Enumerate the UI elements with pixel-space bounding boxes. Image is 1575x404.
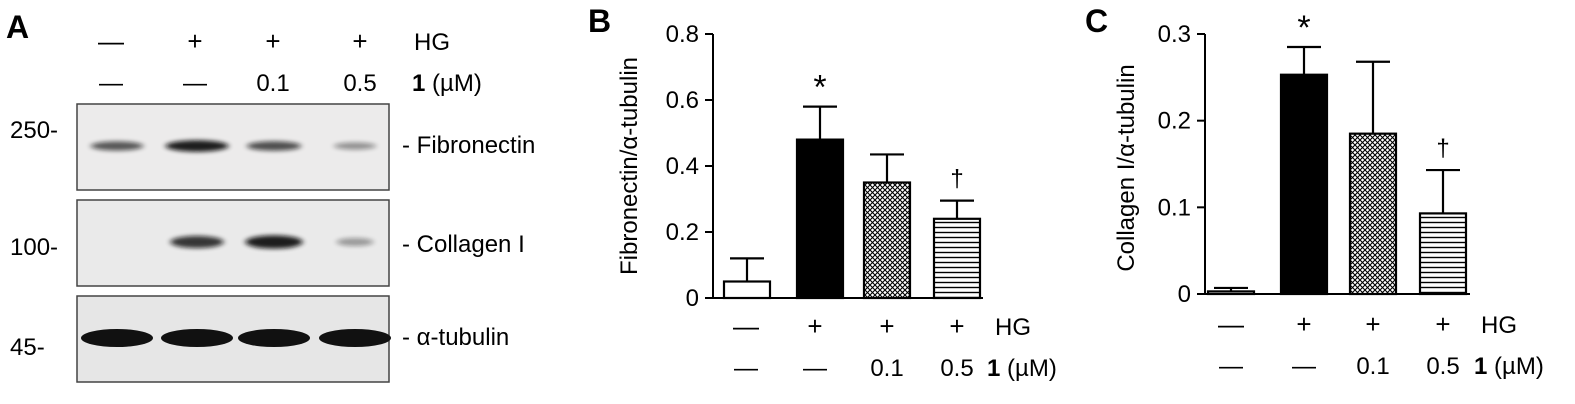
- chart-b-y-tick-label-2: 0.4: [666, 153, 699, 180]
- tubulin-band-lane-2: [161, 329, 233, 347]
- panel-a-hg-lane-1: —: [98, 26, 124, 56]
- panel-a-letter: A: [6, 9, 29, 45]
- panel-a-dose-lane-4: 0.5: [343, 70, 376, 97]
- chart-b-y-tick-label-4: 0.8: [666, 21, 699, 48]
- panel-c-compound: 1: [1474, 353, 1487, 380]
- chart-c-bar-4: [1418, 212, 1468, 296]
- panel-a-compound: 1: [412, 70, 425, 97]
- panel-a-dose-lane-3: 0.1: [256, 70, 289, 97]
- panel-c-y-axis-label: Collagen I/α-tubulin: [1113, 64, 1140, 271]
- panel-b-dose-row: — — 0.1 0.5 1 (µM): [734, 355, 1057, 382]
- panel-b-letter: B: [588, 3, 611, 39]
- panel-b-dose-lane-4: 0.5: [940, 355, 973, 382]
- chart-b-bar-3: [862, 181, 912, 300]
- chart-c-annotation-2: *: [1297, 9, 1310, 47]
- blot-collagen: [76, 199, 390, 287]
- panel-a-dose-row: — — 0.1 0.5 1 (µM): [99, 70, 482, 97]
- panel-b-dose-label: 1 (µM): [987, 355, 1057, 382]
- panel-c-dose-lane-3: 0.1: [1356, 353, 1389, 380]
- panel-c-hg-lane-3: +: [1365, 309, 1380, 339]
- collagen-band-lane-3: [245, 235, 303, 249]
- tubulin-band-lane-1: [81, 329, 153, 347]
- panel-b: B Fibronectin/α-tubulin 00.20.40.60.8*† …: [588, 3, 1057, 382]
- panel-a-hg-lane-2: +: [187, 26, 202, 56]
- marker-100: 100-: [10, 234, 58, 261]
- panel-b-hg-lane-2: +: [807, 311, 822, 341]
- panel-a-hg-row: — + + + HG: [98, 26, 450, 56]
- chart-c-bar-3: [1348, 132, 1398, 296]
- tubulin-band-lane-4: [319, 329, 391, 347]
- blot-label-tubulin: - α-tubulin: [402, 324, 509, 351]
- chart-c-y-tick-label-1: 0.1: [1158, 194, 1191, 221]
- collagen-band-lane-4: [336, 237, 374, 247]
- panel-c: C Collagen I/α-tubulin 0 0.1 0.2 0.3 * † — + …: [1085, 3, 1544, 380]
- panel-b-hg-lane-4: +: [949, 311, 964, 341]
- panel-b-hg-label: HG: [995, 314, 1031, 341]
- panel-a-hg-lane-3: +: [265, 26, 280, 56]
- panel-a-hg-label: HG: [414, 29, 450, 56]
- panel-c-hg-lane-4: +: [1435, 309, 1450, 339]
- chart-c-y-tick-label-2: 0.2: [1158, 108, 1191, 135]
- blot-tubulin-bands: [81, 329, 391, 347]
- panel-a-hg-lane-4: +: [352, 26, 367, 56]
- panel-b-hg-lane-1: —: [733, 311, 759, 341]
- chart-c-bar-1: [1206, 290, 1256, 296]
- panel-a-dose-label: 1 (µM): [412, 70, 482, 97]
- chart-c-y-tick-label-3: 0.3: [1158, 21, 1191, 48]
- panel-a: A — + + + HG — — 0.1 0.5 1 (µM) 250-: [6, 9, 535, 383]
- panel-c-dose-label: 1 (µM): [1474, 353, 1544, 380]
- panel-a-dose-lane-2: —: [183, 70, 207, 97]
- chart-b-plot: 0 0.2 0.4 0.6 0.8 * †: [666, 21, 983, 312]
- chart-b-y-tick-label-3: 0.6: [666, 87, 699, 114]
- panel-b-hg-row: — + + + HG: [733, 311, 1031, 341]
- panel-c-hg-lane-2: +: [1296, 309, 1311, 339]
- panel-c-dose-lane-1: —: [1219, 353, 1243, 380]
- fibronectin-band-lane-4: [333, 142, 377, 150]
- panel-b-dose-unit: (µM): [1000, 355, 1056, 382]
- chart-b-y-tick-label-1: 0.2: [666, 219, 699, 246]
- chart-b-y-tick-label-0: 0: [686, 285, 699, 312]
- chart-c-bar-2: [1279, 73, 1329, 296]
- panel-c-dose-lane-4: 0.5: [1426, 353, 1459, 380]
- panel-b-dose-lane-2: —: [803, 355, 827, 382]
- blot-fibronectin-bands: [90, 140, 377, 152]
- blot-fibronectin: [76, 103, 390, 191]
- chart-b-annotation-4: †: [950, 166, 963, 193]
- blot-collagen-frame: [76, 199, 390, 287]
- chart-b-bar-4: [932, 217, 982, 300]
- panel-b-compound: 1: [987, 355, 1000, 382]
- panel-c-hg-row: — + + + HG: [1218, 309, 1517, 339]
- panel-c-dose-lane-2: —: [1292, 353, 1316, 380]
- panel-b-hg-lane-3: +: [879, 311, 894, 341]
- panel-b-y-axis-label: Fibronectin/α-tubulin: [616, 57, 643, 275]
- fibronectin-band-lane-3: [246, 141, 302, 151]
- collagen-band-lane-2: [170, 235, 224, 249]
- chart-c-annotation-4: †: [1436, 135, 1449, 162]
- panel-c-letter: C: [1085, 3, 1108, 39]
- chart-b-bar-2: [795, 138, 845, 300]
- panel-c-hg-lane-1: —: [1218, 309, 1244, 339]
- marker-250: 250-: [10, 117, 58, 144]
- chart-c-plot: 0 0.1 0.2 0.3 * †: [1158, 9, 1470, 308]
- fibronectin-band-lane-2: [165, 140, 229, 152]
- panel-b-dose-lane-1: —: [734, 355, 758, 382]
- blot-collagen-bands: [170, 235, 374, 249]
- chart-b-bar-1: [722, 280, 772, 300]
- panel-c-dose-unit: (µM): [1487, 353, 1543, 380]
- chart-b-annotation-2: *: [813, 69, 826, 107]
- tubulin-band-lane-3: [238, 329, 310, 347]
- panel-b-dose-lane-3: 0.1: [870, 355, 903, 382]
- panel-c-dose-row: — — 0.1 0.5 1 (µM): [1219, 353, 1544, 380]
- blot-label-collagen: - Collagen I: [402, 231, 525, 258]
- panel-a-dose-lane-1: —: [99, 70, 123, 97]
- panel-a-dose-unit: (µM): [425, 70, 481, 97]
- chart-c-y-tick-label-0: 0: [1178, 281, 1191, 308]
- fibronectin-band-lane-1: [90, 141, 144, 151]
- blot-label-fibronectin: - Fibronectin: [402, 132, 535, 159]
- blot-tubulin: [76, 295, 391, 383]
- marker-45: 45-: [10, 334, 45, 361]
- panel-c-hg-label: HG: [1481, 312, 1517, 339]
